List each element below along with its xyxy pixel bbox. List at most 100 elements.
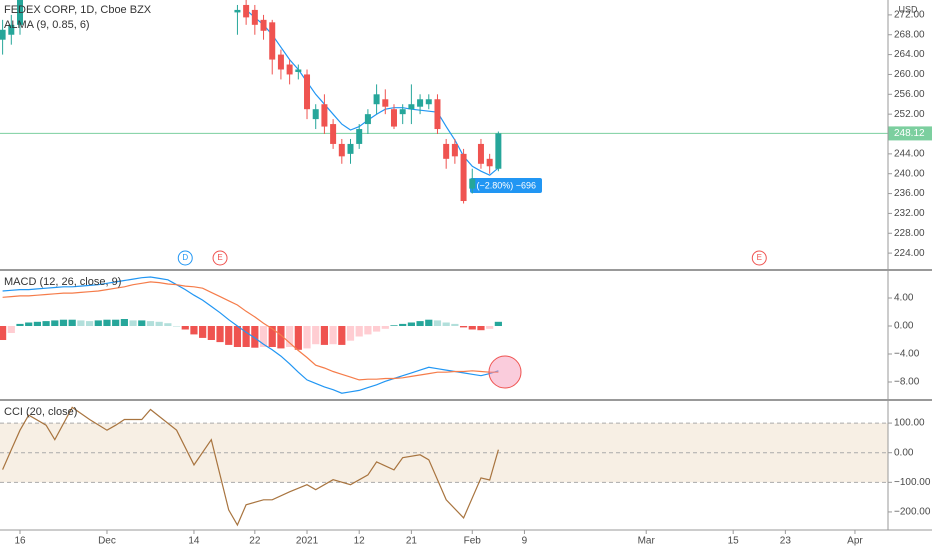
histogram-bar [33,321,41,327]
x-tick-label: 14 [188,536,200,547]
histogram-bar [103,319,111,327]
histogram-bar [251,326,259,348]
histogram-bar [120,319,128,327]
y-tick-label: −100.00 [894,477,931,488]
y-tick-label: 0.00 [894,447,914,458]
histogram-bar [294,326,302,350]
histogram-bar [407,322,415,327]
candle-body [243,4,250,18]
histogram-bar [225,326,233,345]
histogram-bar [477,326,485,331]
candle-body [312,109,319,120]
histogram-bar [25,322,33,327]
histogram-bar [312,326,320,345]
indicator-label: ALMA (9, 0.85, 6) [4,19,90,31]
candles [0,0,502,204]
candle-body [469,178,476,189]
histogram-bar [68,319,76,327]
y-tick-label: −200.00 [894,507,931,518]
histogram-bar [355,326,363,337]
candle-body [8,24,15,35]
y-tick-label: 232.00 [894,208,925,219]
histogram-bar [146,321,155,327]
event-marker [212,250,228,266]
candle-body [495,133,502,169]
cci-line [2,406,499,527]
candle-body [277,54,284,70]
histogram-bar [268,326,276,348]
candle-body [295,69,302,72]
histogram-bar [42,321,50,327]
candle-body [338,143,345,157]
candle-body [434,99,441,130]
event-label: D [182,253,188,262]
x-tick-label: 9 [522,536,528,547]
candle-body [234,9,241,13]
histogram-bar [346,326,355,341]
candle-body [17,0,24,25]
candle-body [330,124,337,144]
macd-pane: 4.00 0.00 −4.00 −8.00 [0,276,920,394]
histogram-bar [494,321,502,327]
histogram-bar [233,326,242,348]
histogram-bar [138,320,146,327]
cci-pane: 100.00 0.00 −100.00 −200.00 16 Dec 14 22 2021 12 2… [0,406,931,547]
histogram-bar [94,320,102,327]
histogram-bar [338,326,346,345]
candle-body [356,129,363,144]
y-tick-label: 240.00 [894,168,925,179]
histogram-bar [320,326,329,345]
macd-line [2,281,499,381]
histogram-bar [433,320,442,327]
y-tick-label: 256.00 [894,89,925,100]
candle-body [347,143,354,154]
histogram-bar [190,326,198,335]
event-label: E [217,253,222,262]
y-tick-label: 4.00 [894,293,914,304]
x-tick-label: 2021 [296,536,319,547]
x-tick-label: Feb [464,536,482,547]
histogram-bar [442,322,450,327]
histogram-bar [85,321,94,327]
candle-body [417,99,424,107]
y-tick-label: 236.00 [894,188,925,199]
x-tick-label: 22 [249,536,261,547]
histogram-bar [199,326,207,338]
candle-body [0,29,6,40]
histogram-bar [77,320,85,327]
histogram-bar [242,326,250,348]
tooltip-box [470,178,542,193]
histogram-bar [155,321,163,327]
candle-body [399,109,406,115]
candle-body [390,109,397,127]
histogram-bar [259,326,268,348]
candle-body [486,158,493,167]
candle-body [451,143,458,157]
histogram-bar [416,321,424,327]
histogram-bar [303,326,311,349]
y-tick-label: 272.00 [894,10,925,21]
last-price-label: 248.12 [894,128,925,139]
x-tick-label: Mar [638,536,656,547]
candle-body [382,99,389,107]
candle-body [260,19,267,31]
histogram-bar [129,320,137,327]
candle-body [408,104,415,110]
histogram-bar [381,326,389,329]
tooltip: 96 (−2.80%) −696 [464,180,536,190]
candle-body [373,94,380,105]
x-tick-label: 16 [14,536,26,547]
histogram-bar [399,323,407,327]
highlight-circle [488,355,522,389]
histogram-bar [7,326,15,334]
currency: USD [898,4,918,14]
x-tick-label: 21 [406,536,418,547]
y-tick-label: −4.00 [894,349,920,360]
candle-body [251,9,258,25]
y-tick-label: 264.00 [894,49,925,60]
y-tick-label: 228.00 [894,228,925,239]
histogram-bar [172,326,181,327]
candle-body [269,22,276,60]
candle-body [477,143,484,164]
